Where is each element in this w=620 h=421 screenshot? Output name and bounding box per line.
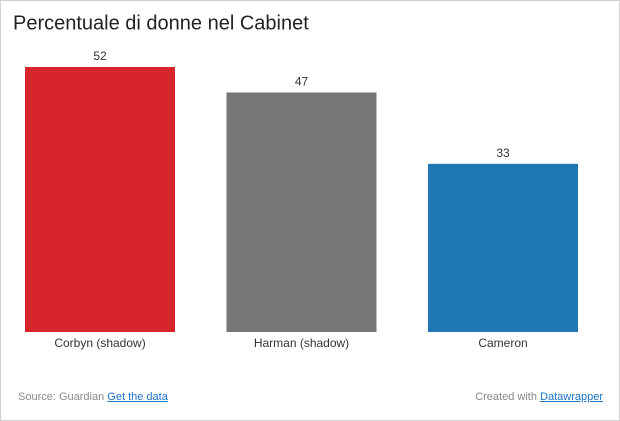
bar: [25, 67, 175, 332]
footer-credit: Created with Datawrapper: [475, 391, 603, 403]
footer-source: Source: Guardian Get the data: [18, 391, 168, 403]
x-tick-label: Corbyn (shadow): [54, 336, 145, 350]
credit: Created with: [475, 391, 537, 403]
source: Source: Guardian: [18, 391, 105, 403]
bar: [428, 163, 578, 332]
value-label: 33: [496, 146, 510, 160]
value-label: 52: [93, 49, 107, 63]
bar: [226, 92, 377, 332]
credit-link[interactable]: Datawrapper: [540, 391, 603, 403]
data-link[interactable]: Get the data: [107, 391, 168, 403]
x-tick-label: Cameron: [478, 336, 527, 350]
chart-title: Percentuale di donne nel Cabinet: [13, 12, 309, 34]
value-label: 47: [295, 75, 309, 89]
x-tick-label: Harman (shadow): [254, 336, 349, 350]
